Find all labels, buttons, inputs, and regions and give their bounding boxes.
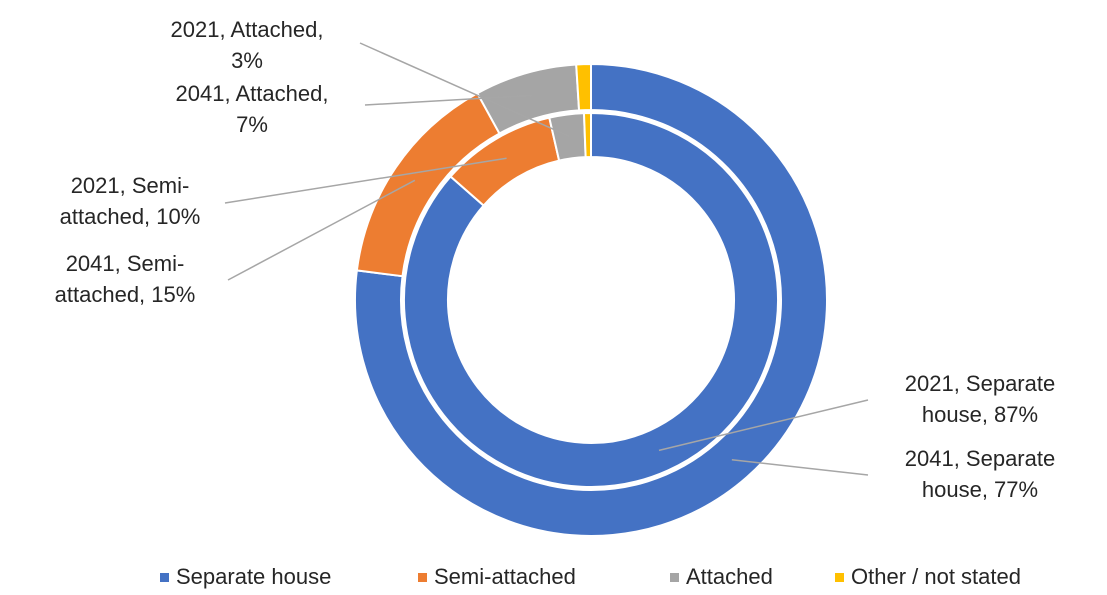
data-label: 2021, Semi-attached, 10% bbox=[59, 173, 201, 229]
legend-swatch bbox=[670, 572, 679, 582]
leader-line bbox=[731, 459, 869, 476]
legend-item: Attached bbox=[670, 564, 773, 590]
legend-label: Other / not stated bbox=[851, 564, 1021, 589]
legend-swatch bbox=[160, 572, 169, 582]
data-label: 2041, Attached, 7% bbox=[175, 81, 329, 137]
legend-item: Separate house bbox=[160, 564, 331, 590]
legend-swatch bbox=[835, 572, 844, 582]
doughnut-segment bbox=[403, 111, 779, 488]
legend-swatch bbox=[418, 572, 427, 582]
legend-item: Other / not stated bbox=[835, 564, 1021, 590]
data-label: 2041, Separate house, 77% bbox=[904, 446, 1056, 502]
data-label: 2041, Semi-attached, 15% bbox=[54, 251, 196, 307]
data-label: 2021, Attached, 3% bbox=[170, 17, 324, 73]
legend-item: Semi-attached bbox=[418, 564, 576, 590]
leader-line bbox=[224, 157, 507, 204]
legend-label: Separate house bbox=[176, 564, 332, 589]
leader-line bbox=[227, 179, 416, 281]
data-label: 2021, Separate house, 87% bbox=[904, 371, 1056, 427]
legend-label: Attached bbox=[686, 564, 773, 589]
leader-line bbox=[364, 94, 532, 106]
doughnut-segment bbox=[354, 62, 828, 537]
doughnut-segment bbox=[582, 111, 592, 159]
doughnut-segment bbox=[575, 62, 592, 112]
leader-line bbox=[359, 42, 570, 138]
leader-line bbox=[658, 399, 869, 452]
legend-label: Semi-attached bbox=[434, 564, 576, 589]
